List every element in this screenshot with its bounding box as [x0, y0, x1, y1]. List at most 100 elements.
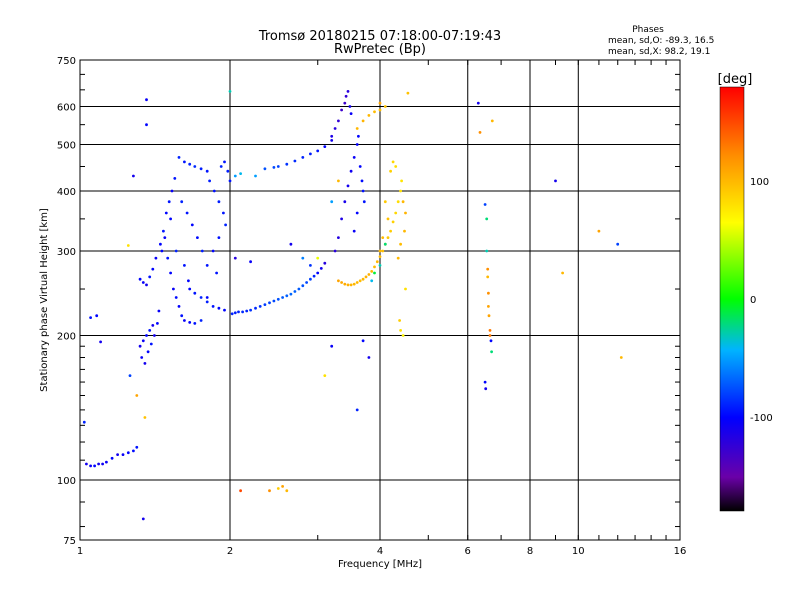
data-point [205, 300, 209, 304]
data-point [97, 462, 100, 466]
data-point [193, 322, 197, 325]
data-point [233, 174, 237, 178]
data-point [398, 319, 401, 322]
data-point [344, 94, 348, 98]
data-point [383, 200, 387, 204]
data-point [128, 374, 132, 377]
data-point [166, 256, 170, 260]
data-point [301, 284, 305, 288]
data-point [301, 156, 305, 159]
data-point [183, 319, 186, 322]
x-tick-label: 4 [377, 546, 383, 557]
data-point [337, 119, 340, 123]
y-tick-label: 300 [57, 247, 76, 258]
data-point [193, 165, 197, 168]
data-point [205, 296, 209, 299]
data-point [358, 165, 362, 168]
data-point [241, 310, 245, 314]
data-point [561, 271, 564, 275]
data-point [212, 189, 216, 193]
data-point [361, 277, 365, 281]
data-point [145, 98, 148, 102]
data-point [389, 229, 392, 233]
x-tick-label: 6 [465, 546, 471, 557]
data-point [151, 324, 155, 327]
data-point [211, 305, 215, 308]
data-point [378, 101, 382, 105]
data-point [258, 305, 262, 308]
data-point [381, 249, 385, 253]
data-point [406, 91, 410, 95]
data-point [488, 329, 492, 332]
data-point [254, 306, 257, 310]
data-point [349, 112, 353, 115]
data-point [217, 236, 221, 240]
data-point [199, 167, 203, 171]
data-point [239, 489, 243, 493]
data-point [101, 462, 104, 466]
data-point [276, 487, 280, 490]
data-point [224, 223, 228, 227]
chart-subtitle: RwPretec (Bp) [334, 42, 426, 57]
data-point [157, 309, 161, 313]
data-point [403, 229, 406, 233]
data-point [399, 329, 402, 332]
data-point [145, 334, 148, 337]
stats-heading: Phases [632, 25, 664, 35]
data-point [316, 256, 320, 260]
data-point [230, 312, 234, 316]
data-point [337, 236, 340, 240]
data-point [293, 290, 297, 293]
data-point [340, 281, 343, 284]
data-point [132, 449, 135, 453]
data-point [215, 271, 219, 275]
data-point [355, 143, 359, 146]
data-point [316, 149, 320, 153]
data-point [188, 162, 192, 166]
data-point [143, 362, 147, 365]
y-axis-label: Stationary phase Virtual Height [km] [39, 208, 50, 392]
data-point [378, 108, 382, 112]
data-point [263, 303, 267, 306]
data-point [285, 294, 289, 298]
data-point [228, 90, 232, 93]
data-point [389, 169, 392, 173]
grid-lines [79, 60, 681, 540]
data-point [483, 203, 487, 206]
data-point [185, 211, 189, 215]
data-point [285, 162, 289, 166]
data-point [386, 236, 390, 240]
data-point [309, 152, 312, 156]
data-point [93, 464, 96, 468]
colorbar-tick-label: 0 [750, 295, 756, 306]
data-point [167, 200, 171, 204]
data-point [293, 159, 297, 163]
data-point [156, 322, 159, 325]
data-point [330, 134, 334, 138]
data-point [135, 445, 139, 449]
data-point [357, 134, 360, 138]
data-point [378, 249, 382, 253]
data-point [352, 156, 356, 159]
data-point [340, 217, 343, 221]
data-point [187, 279, 190, 283]
data-point [362, 200, 366, 204]
data-point [401, 200, 405, 204]
data-point [188, 287, 192, 291]
data-point [476, 101, 480, 105]
data-point [399, 242, 402, 246]
data-point [490, 119, 494, 123]
y-tick-label: 600 [57, 103, 76, 114]
data-point [281, 296, 284, 299]
data-point [174, 296, 178, 299]
data-point [151, 267, 155, 271]
data-point [276, 297, 280, 301]
data-point [330, 200, 334, 204]
chart-title: Tromsø 20180215 07:18:00-07:19:43 [258, 29, 501, 44]
data-point [323, 374, 327, 377]
data-point [272, 166, 276, 169]
data-point [346, 184, 350, 188]
colorbar-ticks: 100 0 -100 [750, 177, 773, 424]
data-point [272, 299, 276, 303]
y-tick-label: 75 [63, 536, 76, 547]
